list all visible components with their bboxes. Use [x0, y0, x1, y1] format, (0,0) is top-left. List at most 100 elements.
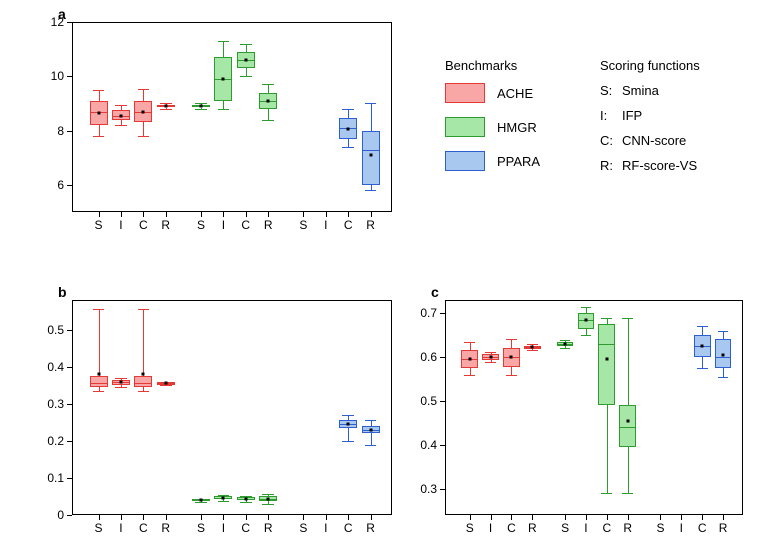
boxplot-whisker	[348, 109, 349, 119]
xtick-mark	[660, 515, 661, 520]
legend-item-label: RF-score-VS	[622, 158, 697, 173]
boxplot-cap	[115, 378, 127, 379]
boxplot-mean	[605, 358, 608, 361]
xtick-label: S	[299, 521, 307, 535]
boxplot-mean	[564, 342, 567, 345]
boxplot-whisker	[223, 41, 224, 57]
boxplot-cap	[342, 147, 354, 148]
xtick-label: R	[366, 218, 375, 232]
boxplot-cap	[218, 41, 230, 42]
ytick-mark	[67, 131, 72, 132]
ytick-mark	[440, 401, 445, 402]
xtick-label: S	[197, 218, 205, 232]
boxplot-mean	[142, 110, 145, 113]
legend-item: C:CNN-score	[600, 133, 700, 148]
legend-item: I:IFP	[600, 108, 700, 123]
boxplot-cap	[697, 326, 708, 327]
boxplot-cap	[240, 44, 252, 45]
boxplot-cap	[115, 387, 127, 388]
boxplot-cap	[138, 136, 150, 137]
boxplot-cap	[115, 105, 127, 106]
ytick-label: 0.6	[411, 350, 437, 364]
xtick-label: R	[623, 521, 632, 535]
xtick-mark	[532, 515, 533, 520]
legend-swatch-icon	[445, 83, 485, 103]
xtick-mark	[326, 212, 327, 217]
ytick-label: 0.2	[38, 434, 64, 448]
xtick-mark	[371, 212, 372, 217]
ytick-label: 0.3	[411, 482, 437, 496]
xtick-mark	[348, 212, 349, 217]
boxplot-cap	[342, 441, 354, 442]
legend-swatch-icon	[445, 151, 485, 171]
xtick-label: C	[344, 218, 353, 232]
boxplot-whisker	[246, 68, 247, 76]
boxplot-cap	[365, 420, 377, 421]
boxplot-cap	[240, 76, 252, 77]
boxplot-cap	[601, 318, 612, 319]
boxplot-cap	[262, 504, 274, 505]
boxplot-cap	[342, 109, 354, 110]
boxplot-whisker	[371, 433, 372, 444]
boxplot-whisker	[143, 122, 144, 136]
legend-benchmarks-title: Benchmarks	[445, 58, 540, 73]
boxplot-whisker	[99, 309, 100, 376]
xtick-mark	[223, 212, 224, 217]
legend-item-label: PPARA	[497, 154, 540, 169]
boxplot-whisker	[348, 139, 349, 147]
xtick-mark	[268, 212, 269, 217]
legend-scoring-functions: Scoring functionsS:SminaI:IFPC:CNN-score…	[600, 58, 700, 183]
ytick-label: 0	[38, 508, 64, 522]
boxplot-cap	[195, 502, 207, 503]
xtick-label: I	[222, 218, 225, 232]
boxplot-mean	[489, 356, 492, 359]
boxplot-cap	[93, 136, 105, 137]
boxplot-cap	[622, 493, 633, 494]
legend-item: R:RF-score-VS	[600, 158, 700, 173]
boxplot-mean	[531, 346, 534, 349]
boxplot-cap	[527, 350, 538, 351]
ytick-mark	[67, 330, 72, 331]
panel-label-b: b	[58, 284, 67, 300]
xtick-label: C	[602, 521, 611, 535]
boxplot-whisker	[470, 342, 471, 351]
boxplot-mean	[701, 345, 704, 348]
boxplot-cap	[93, 309, 105, 310]
boxplot-cap	[464, 375, 475, 376]
legend-item-label: HMGR	[497, 120, 537, 135]
xtick-mark	[565, 515, 566, 520]
boxplot-mean	[626, 419, 629, 422]
xtick-label: I	[489, 521, 492, 535]
boxplot-cap	[160, 109, 172, 110]
boxplot-cap	[506, 375, 517, 376]
boxplot-cap	[485, 352, 496, 353]
xtick-label: C	[139, 218, 148, 232]
legend-item-key: S:	[600, 83, 622, 98]
boxplot-mean	[267, 497, 270, 500]
boxplot-whisker	[628, 447, 629, 493]
boxplot-mean	[267, 99, 270, 102]
legend-benchmarks: BenchmarksACHEHMGRPPARA	[445, 58, 540, 185]
xtick-label: C	[344, 521, 353, 535]
xtick-mark	[268, 515, 269, 520]
boxplot-mean	[97, 373, 100, 376]
boxplot-whisker	[223, 101, 224, 109]
boxplot-cap	[218, 109, 230, 110]
ytick-label: 12	[38, 15, 64, 29]
legend-item-label: Smina	[622, 83, 659, 98]
boxplot-mean	[222, 78, 225, 81]
boxplot-median	[619, 427, 636, 428]
boxplot-box	[362, 131, 380, 185]
xtick-label: I	[119, 218, 122, 232]
ytick-mark	[67, 515, 72, 516]
xtick-label: R	[264, 521, 273, 535]
boxplot-mean	[142, 373, 145, 376]
boxplot-cap	[464, 342, 475, 343]
boxplot-whisker	[143, 309, 144, 376]
xtick-label: S	[656, 521, 664, 535]
boxplot-cap	[138, 309, 150, 310]
xtick-label: R	[366, 521, 375, 535]
legend-item: HMGR	[445, 117, 540, 137]
boxplot-cap	[601, 493, 612, 494]
boxplot-cap	[218, 501, 230, 502]
